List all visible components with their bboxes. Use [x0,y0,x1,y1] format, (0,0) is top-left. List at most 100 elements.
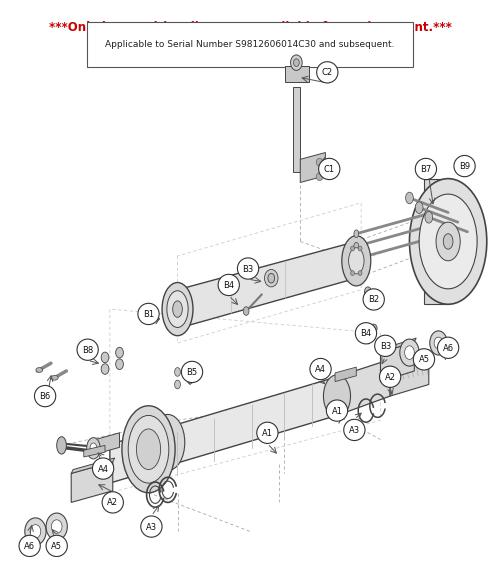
Polygon shape [96,433,120,454]
Text: B4: B4 [360,329,372,338]
Ellipse shape [316,158,323,166]
Circle shape [46,535,68,557]
Ellipse shape [404,346,414,359]
Ellipse shape [294,59,300,66]
Ellipse shape [86,438,100,459]
Ellipse shape [52,520,62,534]
Text: A2: A2 [108,498,118,507]
Ellipse shape [243,307,249,315]
Ellipse shape [324,375,350,417]
Circle shape [19,535,40,557]
Polygon shape [380,342,414,382]
Text: A6: A6 [442,344,454,353]
Circle shape [182,361,203,383]
Ellipse shape [290,55,302,70]
Circle shape [77,339,98,361]
Ellipse shape [419,194,477,289]
Ellipse shape [101,363,109,374]
Ellipse shape [348,248,364,274]
Ellipse shape [350,270,354,276]
Text: B4: B4 [223,281,234,290]
Text: A4: A4 [315,365,326,374]
Text: A1: A1 [332,407,342,416]
Ellipse shape [400,339,419,366]
Ellipse shape [354,230,358,238]
Ellipse shape [136,429,160,469]
Ellipse shape [162,282,193,336]
Circle shape [310,358,331,380]
Circle shape [356,323,376,344]
Polygon shape [71,462,113,502]
Circle shape [238,258,258,279]
Text: A3: A3 [146,523,157,531]
Circle shape [138,303,159,324]
Circle shape [316,62,338,83]
Polygon shape [110,376,337,483]
Ellipse shape [406,192,413,204]
Text: B3: B3 [380,342,391,351]
Polygon shape [84,446,105,457]
Circle shape [141,516,162,537]
Text: ***Only items with callouts are available for replacement.***: ***Only items with callouts are availabl… [48,21,452,34]
Text: B7: B7 [420,165,432,174]
Ellipse shape [416,202,423,213]
Ellipse shape [425,211,432,223]
Ellipse shape [410,179,487,304]
Text: A1: A1 [262,429,273,438]
Ellipse shape [56,437,66,454]
Polygon shape [285,66,309,82]
Circle shape [363,289,384,310]
Circle shape [438,337,459,358]
Ellipse shape [358,246,362,251]
Text: B1: B1 [143,310,154,319]
Circle shape [414,349,434,370]
Ellipse shape [52,375,58,380]
Ellipse shape [358,270,362,276]
Ellipse shape [46,513,68,540]
Ellipse shape [101,352,109,363]
Ellipse shape [167,291,188,328]
Circle shape [218,274,240,295]
Ellipse shape [36,367,43,373]
Circle shape [92,458,114,479]
Ellipse shape [316,173,323,180]
Circle shape [416,158,436,180]
Ellipse shape [172,301,182,318]
Ellipse shape [268,273,274,283]
Ellipse shape [264,269,278,287]
Text: C2: C2 [322,68,333,77]
Ellipse shape [174,367,180,376]
Text: B6: B6 [40,392,50,401]
Text: A5: A5 [51,542,62,551]
Circle shape [454,155,475,177]
Ellipse shape [444,234,453,249]
Ellipse shape [116,359,124,370]
Circle shape [318,158,340,180]
Text: A5: A5 [418,356,430,365]
Ellipse shape [151,414,185,471]
Text: B9: B9 [459,162,470,171]
Text: A4: A4 [98,464,108,473]
Circle shape [257,422,278,443]
Ellipse shape [354,255,358,263]
Ellipse shape [90,443,97,454]
Text: A3: A3 [349,426,360,435]
Text: B5: B5 [186,368,198,377]
Polygon shape [380,338,416,353]
Ellipse shape [436,222,460,261]
Text: B2: B2 [368,295,380,304]
Ellipse shape [25,518,46,545]
Ellipse shape [30,524,41,538]
Ellipse shape [187,363,193,371]
Ellipse shape [128,416,169,483]
Ellipse shape [364,287,372,297]
Polygon shape [178,242,356,328]
Circle shape [374,335,396,357]
Text: B3: B3 [242,264,254,273]
Circle shape [344,419,365,441]
Ellipse shape [354,243,358,250]
Ellipse shape [370,324,377,333]
Polygon shape [335,367,356,382]
Ellipse shape [187,375,193,384]
Polygon shape [424,179,448,304]
